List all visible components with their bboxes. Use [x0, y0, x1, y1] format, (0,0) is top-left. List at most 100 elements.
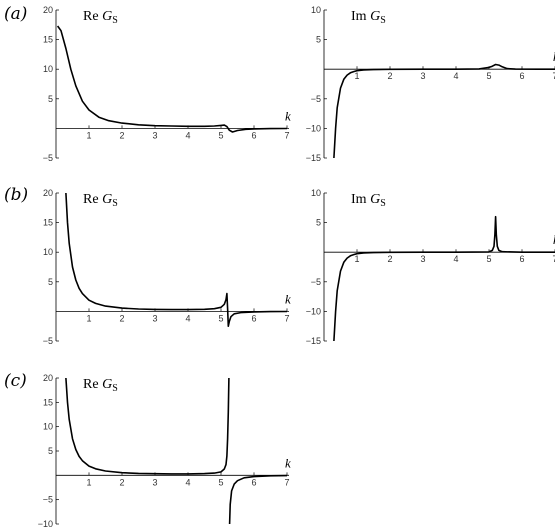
y-tick-label: 5 — [316, 35, 321, 45]
x-tick-label: 4 — [185, 130, 190, 140]
x-tick-label: 6 — [519, 254, 524, 264]
x-axis-label: k — [553, 49, 555, 64]
chart-title-prefix: Re — [83, 377, 102, 392]
row-label-a: (a) — [4, 4, 27, 24]
y-tick-label: 5 — [48, 277, 53, 287]
x-tick-label: 2 — [119, 313, 124, 323]
y-tick-label: 10 — [43, 64, 53, 74]
series-line — [65, 192, 288, 327]
x-tick-label: 2 — [387, 254, 392, 264]
chart-title: Im GS — [351, 192, 386, 209]
y-tick-label: 5 — [48, 446, 53, 456]
x-tick-label: 6 — [251, 477, 256, 487]
chart-title-symbol: G — [370, 192, 380, 207]
x-tick-label: 5 — [218, 313, 223, 323]
x-tick-label: 1 — [86, 477, 91, 487]
chart-title: Im GS — [351, 9, 386, 26]
chart-title-symbol: G — [102, 377, 112, 392]
y-tick-label: −5 — [43, 153, 53, 163]
x-tick-label: 5 — [218, 130, 223, 140]
y-tick-label: −5 — [43, 495, 53, 505]
x-tick-label: 7 — [284, 477, 289, 487]
series-line — [56, 25, 288, 133]
x-axis-label: k — [285, 291, 291, 306]
y-tick-label: −5 — [43, 336, 53, 346]
x-tick-label: 6 — [251, 313, 256, 323]
x-tick-label: 5 — [486, 254, 491, 264]
y-tick-label: 10 — [43, 422, 53, 432]
chart-title-symbol: G — [370, 9, 380, 24]
x-tick-label: 4 — [453, 254, 458, 264]
x-tick-label: 5 — [218, 477, 223, 487]
x-tick-label: 6 — [519, 71, 524, 81]
x-tick-label: 4 — [453, 71, 458, 81]
series-line — [333, 215, 555, 342]
x-tick-label: 7 — [552, 71, 555, 81]
y-tick-label: −15 — [306, 153, 321, 163]
x-tick-label: 2 — [119, 130, 124, 140]
x-tick-label: 4 — [185, 313, 190, 323]
row-label-c: (c) — [4, 371, 27, 391]
y-tick-label: −10 — [306, 123, 321, 133]
y-tick-label: 10 — [311, 188, 321, 198]
x-tick-label: 3 — [420, 71, 425, 81]
x-tick-label: 6 — [251, 130, 256, 140]
chart-c-re: Re GS 1 2 3 4 5 6 7 20 15 10 5 −5 −10 k — [38, 373, 291, 529]
y-tick-label: −5 — [311, 277, 321, 287]
x-tick-label: 2 — [387, 71, 392, 81]
y-tick-label: 15 — [43, 35, 53, 45]
row-label-b: (b) — [4, 185, 28, 205]
y-tick-label: 5 — [48, 94, 53, 104]
x-tick-label: 5 — [486, 71, 491, 81]
x-tick-label: 3 — [152, 477, 157, 487]
chart-title-prefix: Im — [351, 192, 370, 207]
y-tick-label: 10 — [311, 5, 321, 15]
x-tick-label: 2 — [119, 477, 124, 487]
chart-b-re: Re GS 1 2 3 4 5 6 7 20 15 10 5 −5 k — [43, 188, 291, 346]
chart-title-prefix: Re — [83, 192, 102, 207]
x-tick-label: 3 — [152, 130, 157, 140]
x-tick-label: 1 — [354, 71, 359, 81]
row-labels: (a) (b) (c) — [4, 4, 28, 391]
y-tick-label: −10 — [306, 306, 321, 316]
y-tick-label: 20 — [43, 188, 53, 198]
x-tick-label: 1 — [354, 254, 359, 264]
x-axis-label: k — [285, 108, 291, 123]
chart-title-subscript: S — [112, 198, 118, 209]
y-tick-label: 15 — [43, 397, 53, 407]
chart-title-subscript: S — [380, 198, 386, 209]
x-tick-label: 7 — [284, 130, 289, 140]
chart-title-subscript: S — [380, 15, 386, 26]
x-tick-label: 3 — [420, 254, 425, 264]
x-tick-label: 7 — [552, 254, 555, 264]
x-axis-label: k — [285, 455, 291, 470]
x-tick-label: 4 — [185, 477, 190, 487]
y-tick-label: 15 — [43, 218, 53, 228]
chart-title: Re GS — [83, 192, 118, 209]
chart-title-prefix: Im — [351, 9, 370, 24]
y-tick-label: 20 — [43, 373, 53, 383]
chart-title-prefix: Re — [83, 9, 102, 24]
chart-title: Re GS — [83, 377, 118, 394]
chart-a-re: Re GS 1 2 3 4 5 6 7 20 15 10 5 −5 k — [43, 5, 291, 163]
x-axis-label: k — [553, 232, 555, 247]
chart-title-subscript: S — [112, 383, 118, 394]
y-tick-label: 10 — [43, 247, 53, 257]
chart-title-symbol: G — [102, 192, 112, 207]
y-tick-label: −15 — [306, 336, 321, 346]
chart-a-im: Im GS 1 2 3 4 5 6 7 10 5 −5 −10 −15 k — [306, 5, 555, 163]
chart-title-symbol: G — [102, 9, 112, 24]
y-tick-label: −10 — [38, 519, 53, 529]
y-tick-label: 5 — [316, 218, 321, 228]
chart-title-subscript: S — [112, 15, 118, 26]
x-tick-label: 1 — [86, 130, 91, 140]
x-tick-label: 7 — [284, 313, 289, 323]
x-tick-label: 1 — [86, 313, 91, 323]
series-line — [333, 63, 555, 159]
y-tick-label: −5 — [311, 94, 321, 104]
chart-b-im: Im GS 1 2 3 4 5 6 7 10 5 −5 −10 −15 k — [306, 188, 555, 346]
series-line — [65, 377, 288, 525]
y-tick-label: 20 — [43, 5, 53, 15]
